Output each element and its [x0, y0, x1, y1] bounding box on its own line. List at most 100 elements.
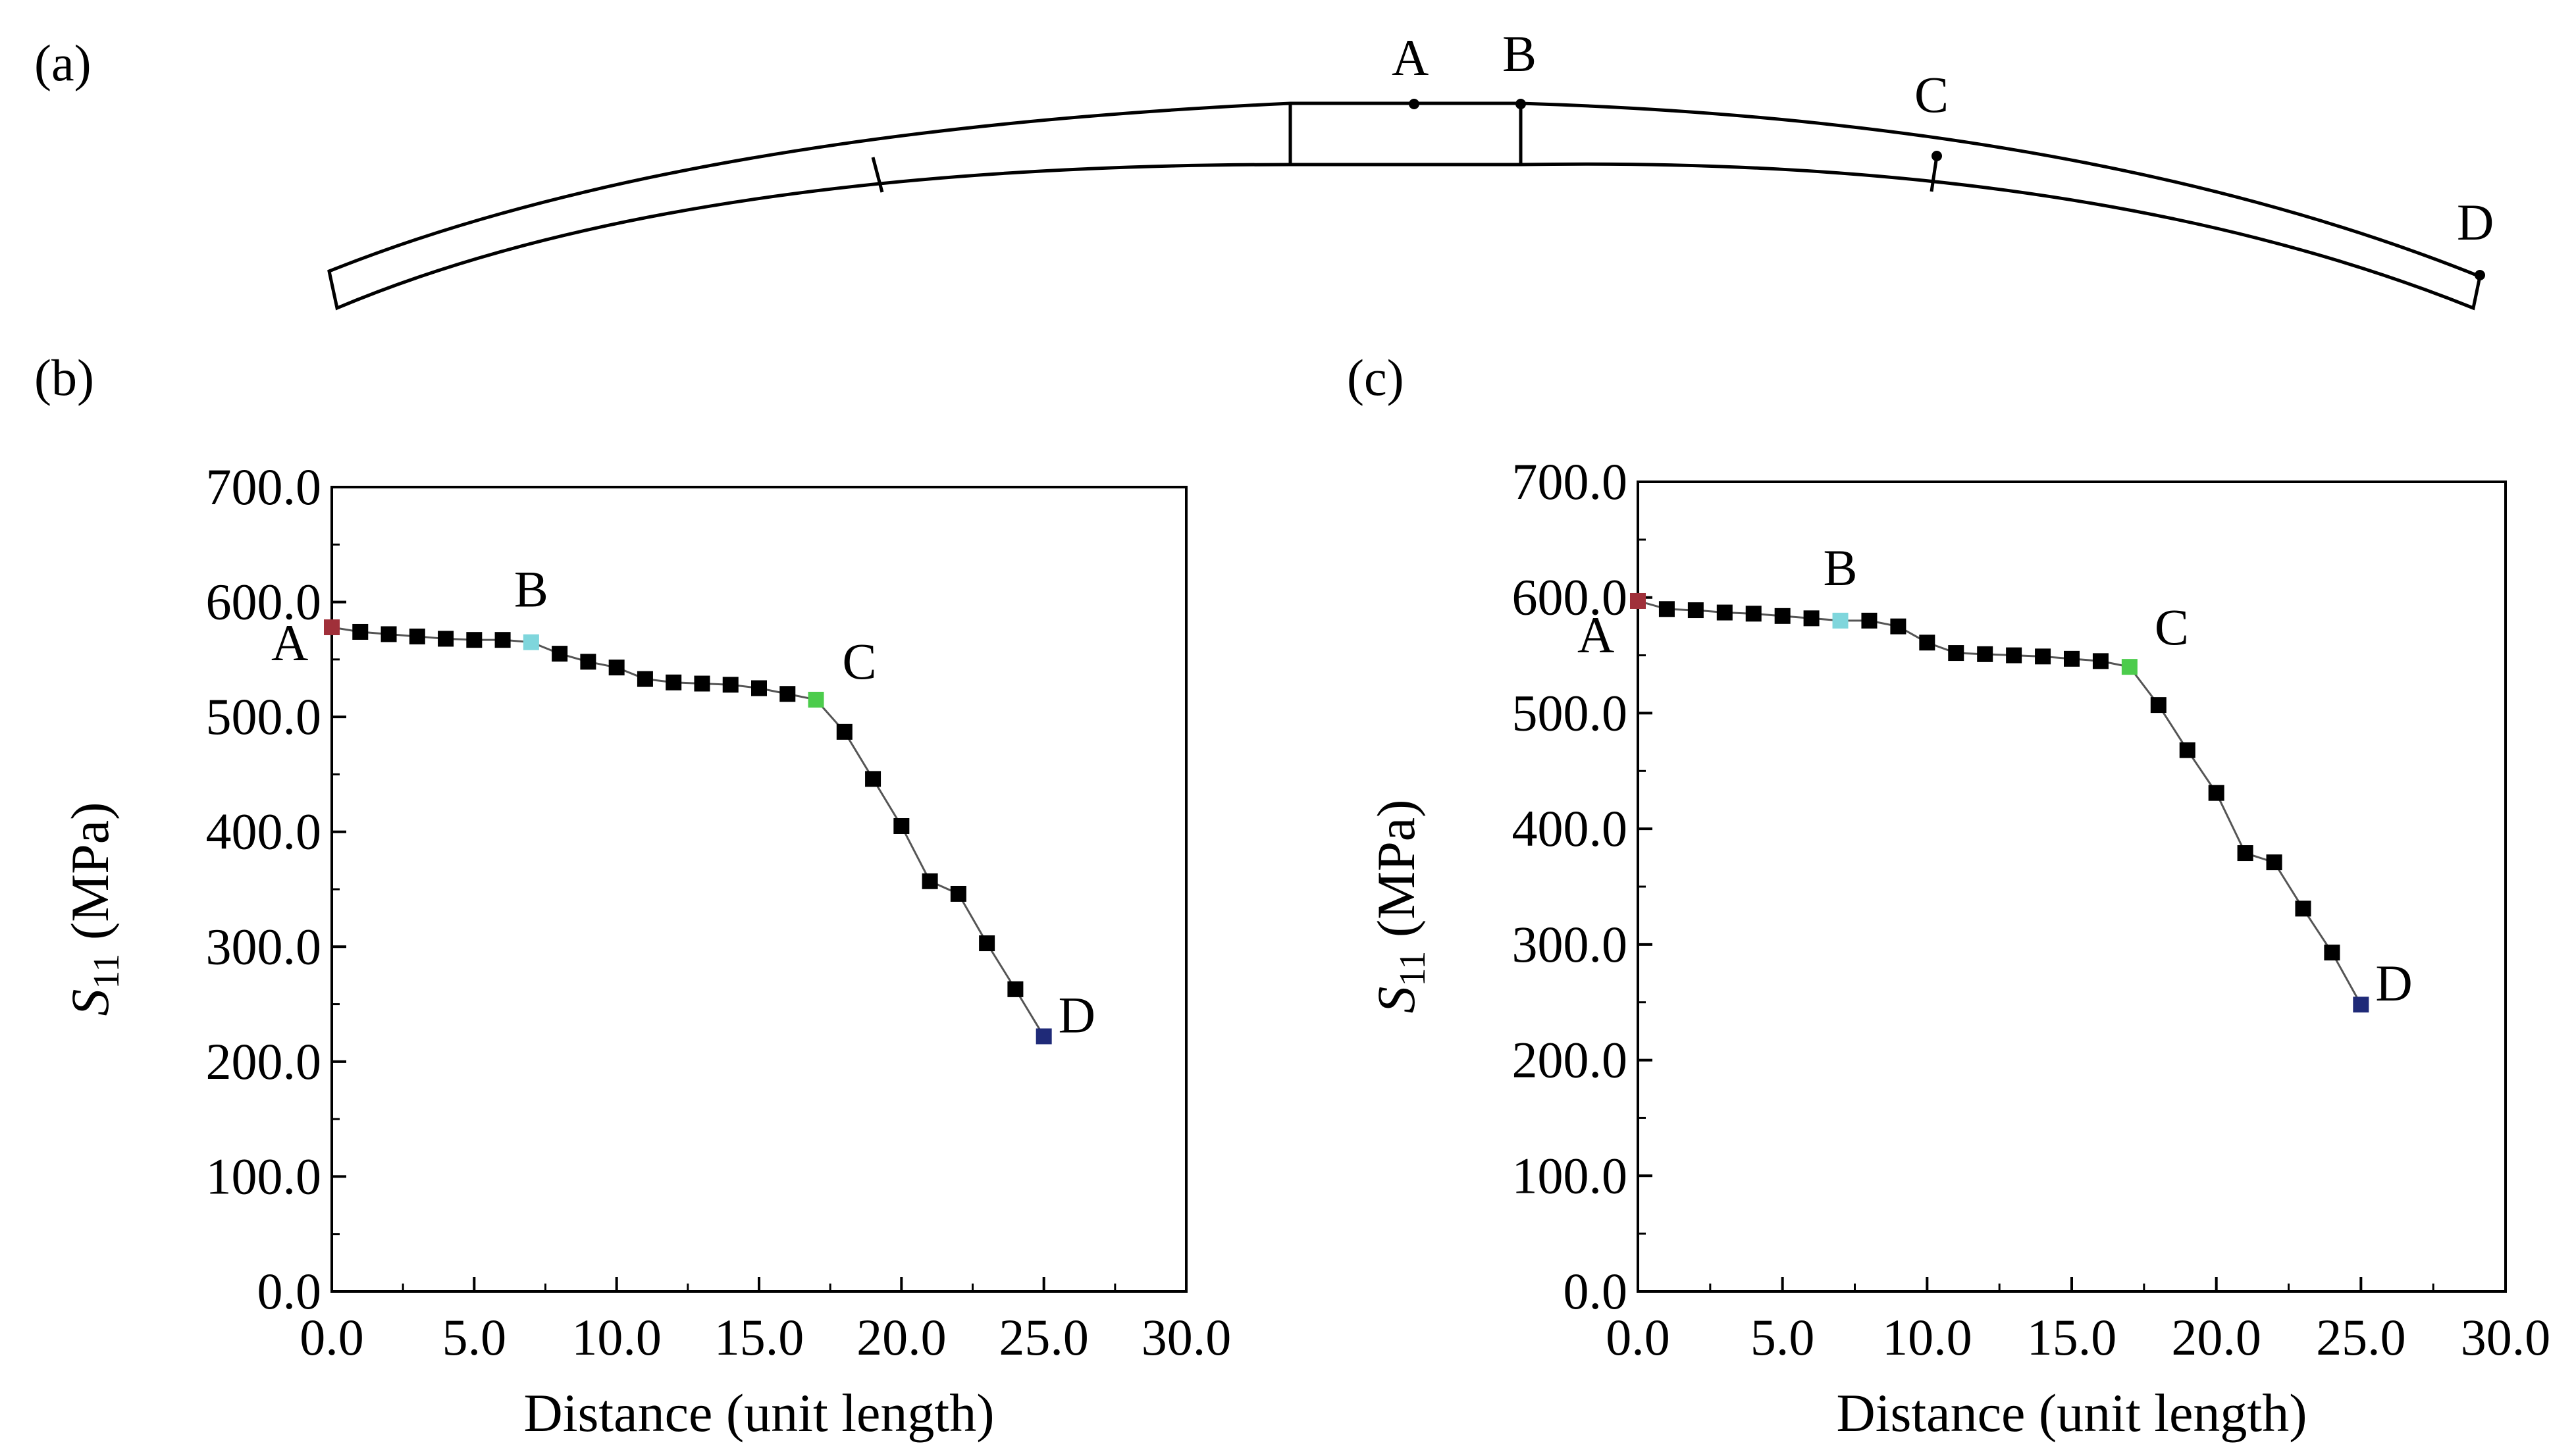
data-point [2035, 648, 2051, 665]
panel-a-beam-diagram: (a) A B C D [34, 25, 2494, 311]
y-tick-label: 100.0 [206, 1147, 322, 1205]
series-line [1637, 600, 2362, 1005]
chart-panel-b: 0.0 5.0 10.0 15.0 20.0 25.0 30.0 0.0 100.0 200.0 3… [60, 458, 1231, 1443]
data-point [2237, 845, 2253, 862]
data-point [979, 935, 995, 952]
data-point [2121, 659, 2138, 675]
annotation-label-a: A [1577, 606, 1614, 663]
data-point [836, 723, 853, 740]
y-axis-label-subscript: 11 [86, 954, 127, 989]
y-tick-label: 300.0 [1512, 916, 1628, 973]
data-point [324, 619, 340, 635]
plot-frame [330, 486, 1188, 1293]
panel-label-c: (c) [1347, 349, 1404, 406]
annotation-label-d: D [1059, 986, 1095, 1043]
y-tick-label: 500.0 [1512, 684, 1628, 741]
beam-segment-divider [1930, 155, 1939, 192]
data-point [523, 634, 539, 650]
y-tick-label: 200.0 [206, 1033, 322, 1090]
x-tick-label: 0.0 [1606, 1309, 1670, 1366]
data-point [580, 654, 596, 670]
data-point [466, 632, 483, 648]
beam-outline [327, 101, 2482, 311]
data-point [409, 628, 425, 644]
y-axis-label-unit: (MPa) [60, 802, 120, 954]
data-point [1745, 606, 1762, 622]
y-axis-label: S11 (MPa) [60, 802, 127, 1016]
data-point [1716, 604, 1733, 621]
x-tick-label: 20.0 [2171, 1309, 2261, 1366]
data-point [1890, 618, 1906, 635]
data-point [552, 646, 568, 662]
beam-point-marker-c [1931, 151, 1942, 161]
annotation-label-d: D [2375, 954, 2412, 1012]
annotation-label-c: C [843, 633, 877, 690]
beam-point-marker-d [2475, 270, 2485, 280]
annotation-label-b: B [1824, 539, 1858, 596]
y-tick-label: 500.0 [206, 688, 322, 745]
beam-point-marker-b [1515, 99, 1526, 109]
y-tick-label: 100.0 [1512, 1147, 1628, 1204]
x-tick-label: 20.0 [856, 1309, 947, 1366]
x-tick-label: 30.0 [2461, 1309, 2549, 1366]
x-axis-label: Distance (unit length) [523, 1383, 994, 1443]
x-tick-label: 5.0 [442, 1309, 507, 1366]
y-tick-label: 400.0 [206, 803, 322, 860]
data-point [1007, 981, 1024, 997]
beam-point-label-c: C [1914, 66, 1949, 123]
data-point [922, 873, 938, 889]
data-point [608, 660, 625, 676]
data-point [2353, 997, 2369, 1013]
x-tick-label: 30.0 [1142, 1309, 1232, 1366]
annotation-label-c: C [2155, 598, 2189, 656]
x-tick-label: 25.0 [999, 1309, 1089, 1366]
y-tick-label: 0.0 [257, 1262, 322, 1320]
data-point [1919, 635, 1935, 651]
y-axis-label: S11 (MPa) [1366, 800, 1433, 1014]
data-point [1774, 608, 1791, 624]
data-point [1832, 612, 1849, 629]
data-point [1036, 1028, 1052, 1045]
data-point [2092, 653, 2109, 669]
beam-point-label-a: A [1392, 29, 1429, 86]
y-tick-label: 400.0 [1512, 800, 1628, 857]
y-axis-label-variable: S [1366, 986, 1426, 1013]
beam-point-label-b: B [1502, 25, 1537, 82]
y-tick-label: 300.0 [206, 918, 322, 975]
data-point [381, 626, 397, 642]
y-tick-label: 0.0 [1564, 1262, 1628, 1320]
data-point [2006, 647, 2022, 663]
annotation-label-b: B [514, 561, 548, 618]
x-tick-label: 10.0 [571, 1309, 662, 1366]
data-point [2179, 742, 2195, 758]
chart-panel-c: 0.0 5.0 10.0 15.0 20.0 25.0 30.0 0.0 100.0 200.0 3… [1366, 453, 2549, 1443]
data-point [666, 674, 682, 690]
data-point [2064, 650, 2080, 667]
data-point [1658, 601, 1675, 617]
data-point [694, 675, 710, 692]
y-tick-label: 700.0 [206, 458, 322, 515]
data-point [494, 632, 511, 648]
y-tick-label: 600.0 [206, 573, 322, 631]
x-tick-label: 5.0 [1750, 1309, 1815, 1366]
x-tick-label: 0.0 [300, 1309, 364, 1366]
data-point [352, 623, 369, 640]
series-line [331, 626, 1045, 1037]
panel-label-b: (b) [34, 349, 94, 406]
beam-point-marker-a [1409, 99, 1419, 109]
data-point [637, 671, 653, 687]
plot-frame [1637, 481, 2507, 1293]
data-point [751, 680, 767, 696]
annotation-label-a: A [271, 614, 308, 671]
data-point [2150, 697, 2167, 714]
y-tick-label: 700.0 [1512, 453, 1628, 510]
data-point [1803, 610, 1820, 627]
x-axis-label: Distance (unit length) [1836, 1383, 2307, 1443]
y-axis-label-unit: (MPa) [1366, 800, 1426, 951]
y-tick-label: 600.0 [1512, 569, 1628, 626]
data-point [808, 691, 824, 708]
data-point [1630, 592, 1646, 609]
data-point [1977, 646, 1993, 662]
data-point [2324, 945, 2340, 961]
